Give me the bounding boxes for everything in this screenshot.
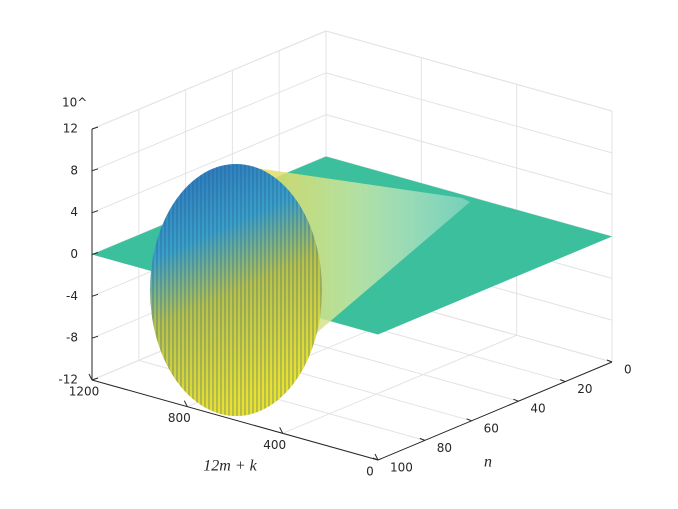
surface <box>92 156 612 416</box>
x-tick-label: 0 <box>366 465 374 479</box>
z-tick-label: 12 <box>63 122 78 136</box>
z-tick <box>91 126 99 130</box>
y-tick-label: 0 <box>624 363 632 377</box>
x-tick-label: 800 <box>168 411 191 425</box>
y-tick-label: 80 <box>437 441 452 455</box>
z-tick <box>91 335 99 339</box>
y-axis-title: n <box>484 454 492 471</box>
box-edge <box>325 30 613 112</box>
z-tick-label: 4 <box>70 205 78 219</box>
y-tick <box>419 437 425 441</box>
z-tick <box>91 210 99 214</box>
grid-line <box>325 72 613 154</box>
y-axis <box>377 361 613 461</box>
x-tick-label: 400 <box>263 438 286 452</box>
z-tick-label: 0 <box>70 247 78 261</box>
y-tick <box>606 359 613 363</box>
y-tick <box>513 398 519 402</box>
z-tick-label: -12 <box>58 373 78 387</box>
grid-line <box>91 114 327 214</box>
z-tick <box>91 168 99 172</box>
grid-line <box>91 72 327 172</box>
z-tick <box>91 252 99 255</box>
grid-line <box>325 114 613 196</box>
z-tick-label: -8 <box>66 331 78 345</box>
surface-disc-stripes <box>150 164 322 416</box>
z-tick <box>91 377 99 381</box>
y-tick-label: 40 <box>530 402 545 416</box>
y-tick <box>466 418 472 422</box>
z-tick <box>91 293 99 297</box>
z-exponent-label: 10^ <box>62 96 87 110</box>
x-tick <box>279 427 284 434</box>
z-tick-label: 8 <box>70 163 78 177</box>
box-edge <box>91 30 327 130</box>
axes-front: 0 400 800 1200 0 20 40 60 80 100 -12 -8 -4 0 4 8 12 <box>58 122 631 479</box>
x-axis <box>91 379 379 461</box>
z-tick-label: -4 <box>66 289 78 303</box>
x-tick <box>374 453 379 461</box>
y-tick-label: 100 <box>390 461 413 475</box>
y-tick <box>560 379 566 383</box>
y-tick <box>372 457 379 461</box>
grid-line <box>282 334 517 434</box>
x-tick-label: 1200 <box>69 385 100 399</box>
x-tick <box>88 373 93 381</box>
x-axis-title: 12m + k <box>203 458 257 475</box>
y-tick-label: 60 <box>484 421 499 435</box>
x-tick <box>183 400 188 407</box>
y-tick-label: 20 <box>577 382 592 396</box>
